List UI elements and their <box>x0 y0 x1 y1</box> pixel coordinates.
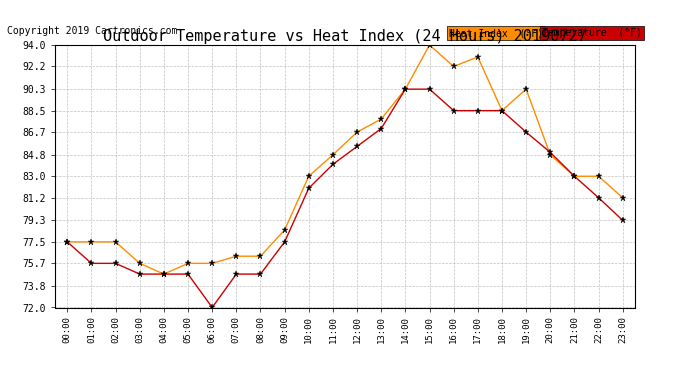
Title: Outdoor Temperature vs Heat Index (24 Hours) 20190727: Outdoor Temperature vs Heat Index (24 Ho… <box>104 29 586 44</box>
Text: Copyright 2019 Cartronics.com: Copyright 2019 Cartronics.com <box>7 26 177 36</box>
Text: Heat Index  (°F): Heat Index (°F) <box>449 28 543 39</box>
Text: Temperature  (°F): Temperature (°F) <box>542 28 642 39</box>
